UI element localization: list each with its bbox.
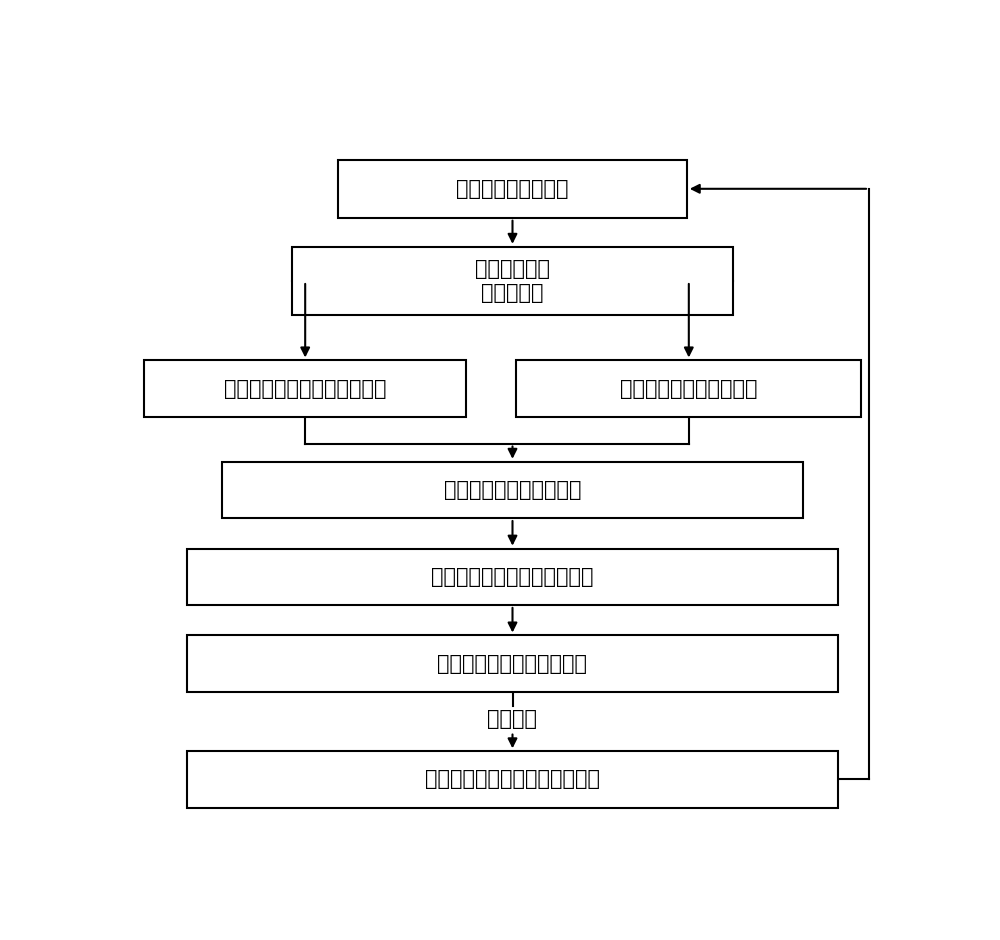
Text: 打开出钢口，快速、保护出钢: 打开出钢口，快速、保护出钢 <box>431 567 594 587</box>
Text: 液位监测提示，关闭出钢口: 液位监测提示，关闭出钢口 <box>438 653 588 674</box>
Bar <box>187 549 838 605</box>
Bar <box>144 360 466 416</box>
Bar <box>187 635 838 692</box>
Bar <box>292 246 733 316</box>
Bar <box>516 360 861 416</box>
Text: 溅渣护炉，倒渣后，下一炉冶炼: 溅渣护炉，倒渣后，下一炉冶炼 <box>425 770 600 790</box>
Text: 冶炼结束，准备出钢: 冶炼结束，准备出钢 <box>456 179 569 198</box>
Text: 计算炉渣厚度和钢水液面高度: 计算炉渣厚度和钢水液面高度 <box>224 379 386 399</box>
Text: 摇正炉体: 摇正炉体 <box>488 709 538 728</box>
Bar <box>187 751 838 807</box>
Text: 计算出钢口打开通径大小: 计算出钢口打开通径大小 <box>620 379 758 399</box>
Bar <box>338 160 687 218</box>
Bar <box>222 462 803 518</box>
Text: 安装保护套管，钢包就位: 安装保护套管，钢包就位 <box>444 480 581 500</box>
Text: 读取冶炼数据
和成分数据: 读取冶炼数据 和成分数据 <box>475 259 550 303</box>
